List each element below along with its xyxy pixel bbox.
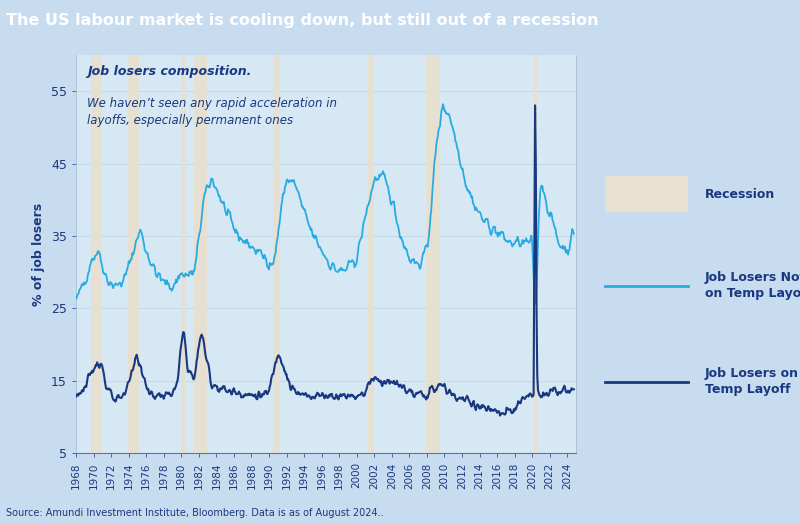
Bar xyxy=(426,55,440,453)
Bar xyxy=(91,55,102,453)
Y-axis label: % of job losers: % of job losers xyxy=(33,203,46,305)
Text: The US labour market is cooling down, but still out of a recession: The US labour market is cooling down, bu… xyxy=(6,13,599,28)
Text: Job Losers Not
on Temp Layoff: Job Losers Not on Temp Layoff xyxy=(705,271,800,300)
Bar xyxy=(128,55,139,453)
Text: Job losers composition.: Job losers composition. xyxy=(87,65,251,78)
Bar xyxy=(534,55,537,453)
Text: Source: Amundi Investment Institute, Bloomberg. Data is as of August 2024..: Source: Amundi Investment Institute, Blo… xyxy=(6,508,384,518)
Text: Job Losers on
Temp Layoff: Job Losers on Temp Layoff xyxy=(705,367,798,396)
Text: Recession: Recession xyxy=(705,188,775,201)
Text: We haven’t seen any rapid acceleration in
layoffs, especially permanent ones: We haven’t seen any rapid acceleration i… xyxy=(87,97,337,127)
FancyBboxPatch shape xyxy=(605,177,688,212)
Bar xyxy=(368,55,374,453)
Bar xyxy=(182,55,186,453)
Bar xyxy=(194,55,207,453)
Bar xyxy=(274,55,280,453)
